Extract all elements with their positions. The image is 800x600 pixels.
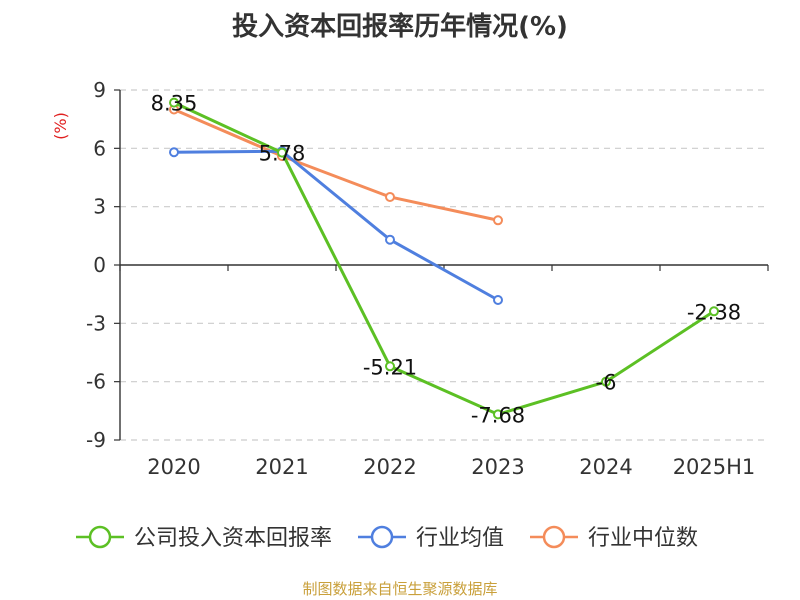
y-tick-label: 0 (93, 253, 106, 277)
y-tick-label: 9 (93, 78, 106, 102)
legend-marker-icon (88, 525, 112, 549)
series-line (173, 101, 715, 416)
axes: 9 6 3 0 -3 -6 -9 2020 2021 2022 2023 2024 2025H1 (%) (51, 78, 769, 479)
data-point (385, 234, 395, 245)
x-tick-label: 2022 (363, 455, 416, 479)
legend-marker-icon (370, 525, 394, 549)
chart-title: 投入资本回报率历年情况(%) (232, 12, 568, 42)
x-tick-label: 2023 (471, 455, 524, 479)
y-axis-label: (%) (51, 112, 70, 140)
source-note: 制图数据来自恒生聚源数据库 (302, 580, 498, 598)
data-label: 5.78 (259, 142, 306, 166)
data-label: -6 (596, 371, 617, 395)
series-line (173, 149, 499, 302)
data-point (169, 97, 179, 108)
data-point (169, 147, 179, 158)
data-label: 8.35 (151, 92, 198, 116)
data-point (385, 191, 395, 202)
legend-label: 行业中位数 (588, 526, 698, 551)
legend-label: 行业均值 (416, 526, 504, 551)
data-point (277, 147, 287, 158)
y-tick-label: 3 (93, 195, 106, 219)
data-label: -2.38 (687, 300, 741, 324)
legend-item[interactable]: 行业中位数 (530, 525, 698, 551)
y-tick-label: -6 (86, 370, 106, 394)
legend-marker-icon (542, 525, 566, 549)
y-tick-label: 6 (93, 136, 106, 160)
data-label: -5.21 (363, 355, 417, 379)
data-labels: 8.35 5.78 -5.21 -7.68 -6 -2.38 (151, 92, 742, 428)
x-tick-label: 2024 (579, 455, 632, 479)
data-point (601, 376, 611, 387)
data-point (709, 306, 719, 317)
legend-label: 公司投入资本回报率 (134, 526, 332, 551)
legend[interactable]: 公司投入资本回报率 行业均值 行业中位数 (76, 525, 698, 551)
x-tick-label: 2021 (255, 455, 308, 479)
data-label: -7.68 (471, 403, 525, 427)
data-point (493, 215, 503, 226)
y-tick-label: -9 (86, 428, 106, 452)
series-lines (169, 97, 719, 420)
data-point (493, 409, 503, 420)
legend-item[interactable]: 行业均值 (358, 525, 504, 551)
series-line (173, 108, 499, 222)
legend-item[interactable]: 公司投入资本回报率 (76, 525, 332, 551)
data-point (493, 295, 503, 305)
x-tick-label: 2025H1 (673, 455, 756, 479)
y-tick-label: -3 (86, 311, 106, 335)
x-tick-label: 2020 (147, 455, 200, 479)
grid-lines (120, 89, 768, 441)
data-point (385, 361, 395, 372)
